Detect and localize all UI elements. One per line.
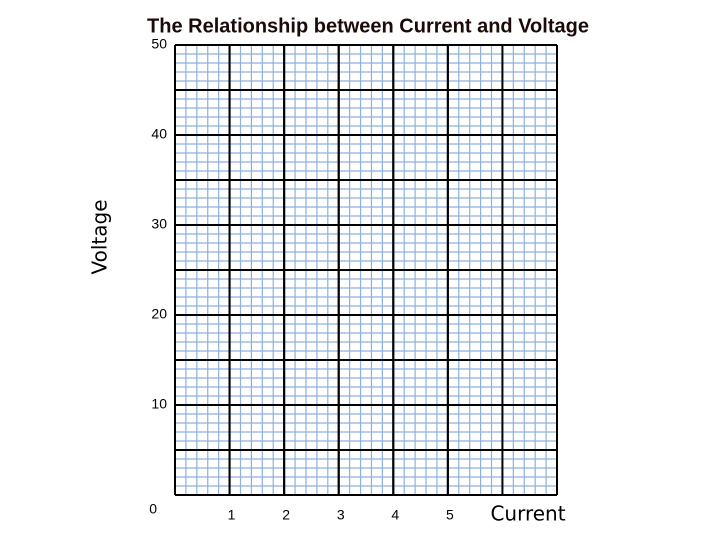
x-tick-label: 2	[282, 507, 290, 523]
x-tick-label: 5	[446, 507, 454, 523]
y-tick-label: 50	[151, 36, 167, 52]
y-axis-label: Voltage	[88, 199, 112, 274]
x-axis-label: Current	[490, 502, 565, 526]
y-tick-label: 40	[151, 126, 167, 142]
x-tick-label: 4	[391, 507, 399, 523]
y-tick-label: 30	[151, 216, 167, 232]
chart-title: The Relationship between Current and Vol…	[147, 15, 589, 37]
x-tick-label: 1	[228, 507, 236, 523]
y-tick-label: 0	[149, 501, 157, 517]
x-tick-label: 3	[337, 507, 345, 523]
y-tick-label: 10	[151, 396, 167, 412]
y-tick-label: 20	[151, 306, 167, 322]
